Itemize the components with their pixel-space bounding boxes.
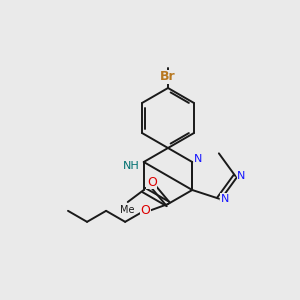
Text: O: O — [147, 176, 157, 189]
Text: Br: Br — [160, 70, 176, 83]
Text: Me: Me — [119, 205, 134, 215]
Text: O: O — [140, 204, 150, 217]
Text: N: N — [194, 154, 202, 164]
Text: N: N — [237, 171, 245, 181]
Text: NH: NH — [123, 161, 140, 171]
Text: N: N — [221, 194, 229, 204]
